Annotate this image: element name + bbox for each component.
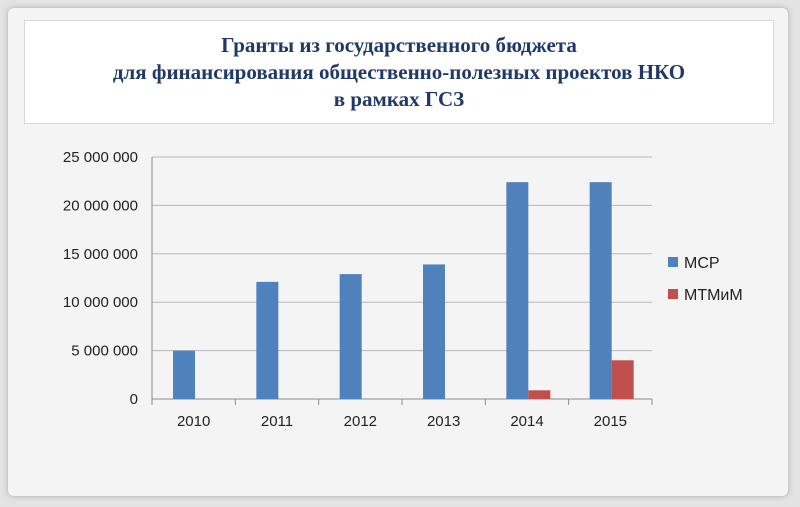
bar-МТМиМ-2015 — [611, 360, 634, 399]
chart-title-line-3: в рамках ГСЗ — [333, 86, 465, 111]
x-tick-label: 2014 — [510, 413, 543, 430]
y-tick-label: 10 000 000 — [63, 294, 138, 311]
bar-МСР-2010 — [173, 350, 195, 399]
x-tick-label: 2015 — [594, 413, 627, 430]
legend-swatch — [668, 289, 678, 299]
x-tick-label: 2012 — [344, 413, 377, 430]
legend-label: МСР — [684, 255, 720, 272]
y-tick-label: 15 000 000 — [63, 246, 138, 263]
x-tick-label: 2013 — [427, 413, 460, 430]
chart-title-line-2: для финансирования общественно-полезных … — [112, 59, 686, 84]
x-tick-label: 2011 — [261, 413, 293, 430]
legend-swatch — [668, 257, 678, 267]
y-tick-label: 0 — [130, 391, 138, 408]
y-tick-label: 5 000 000 — [71, 343, 138, 360]
y-tick-label: 20 000 000 — [63, 197, 138, 214]
chart-title-box: Гранты из государственного бюджета для ф… — [24, 20, 774, 124]
bar-МТМиМ-2014 — [528, 390, 551, 399]
legend-label: МТМиМ — [684, 287, 743, 304]
chart-title-line-1: Гранты из государственного бюджета — [221, 32, 577, 57]
bar-МСР-2012 — [339, 274, 362, 399]
y-tick-label: 25 000 000 — [63, 149, 138, 166]
x-tick-label: 2010 — [177, 413, 210, 430]
slide-card: Гранты из государственного бюджета для ф… — [8, 8, 788, 496]
bar-МСР-2013 — [423, 264, 445, 399]
bar-МСР-2015 — [589, 182, 612, 399]
bar-МСР-2011 — [256, 281, 279, 399]
bar-МСР-2014 — [506, 182, 529, 399]
